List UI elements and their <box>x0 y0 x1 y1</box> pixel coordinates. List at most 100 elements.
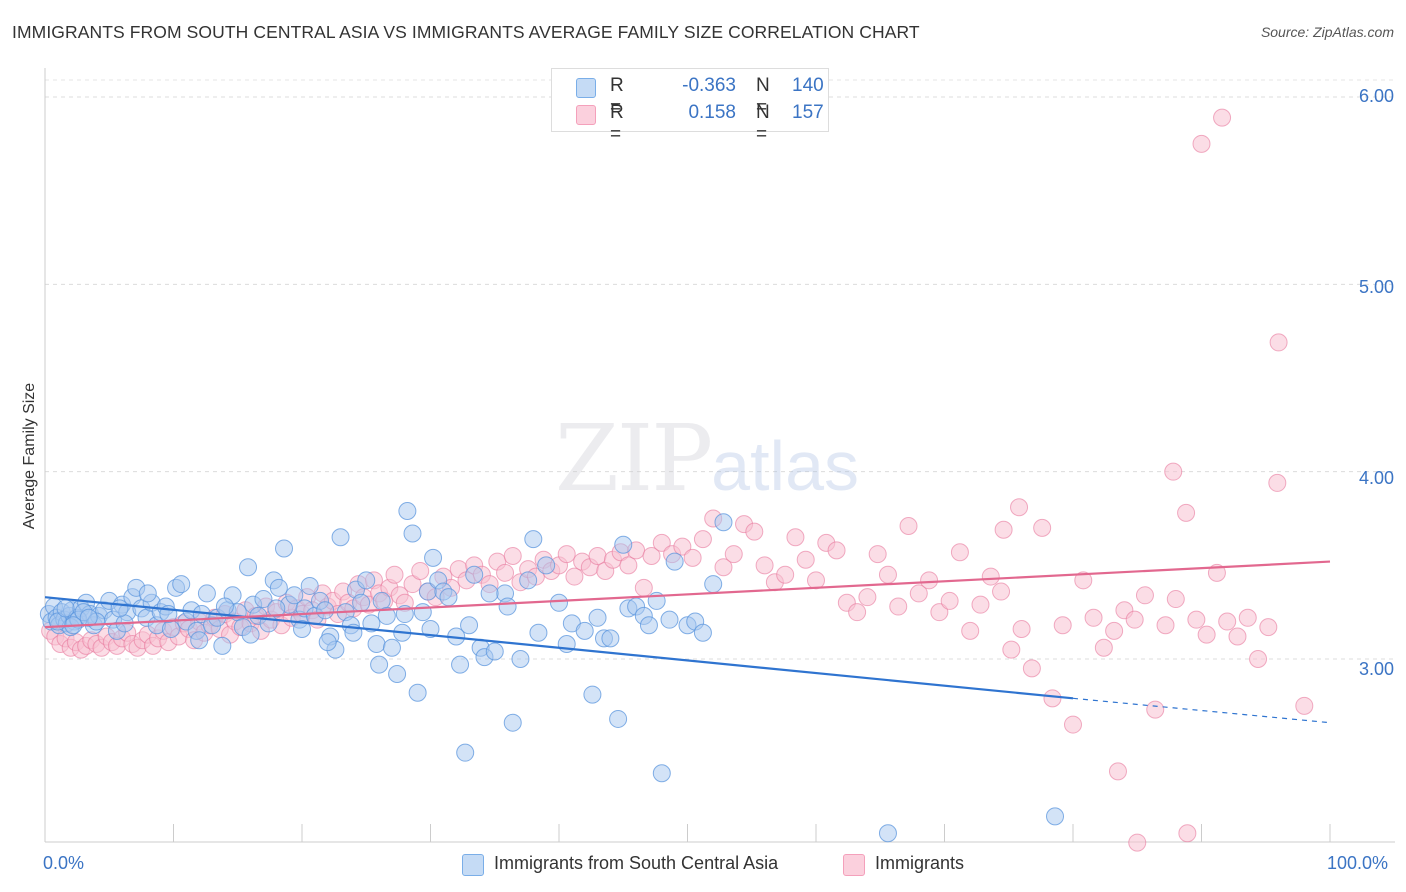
data-point-south-central-asia <box>331 528 350 547</box>
data-point-immigrants <box>1146 700 1165 719</box>
data-point-south-central-asia <box>172 575 191 594</box>
data-point-south-central-asia <box>259 614 278 633</box>
data-point-south-central-asia <box>398 502 417 521</box>
y-tick-label-4: 4.00 <box>1358 468 1394 488</box>
data-point-immigrants <box>1187 610 1206 629</box>
data-point-south-central-asia <box>190 631 209 650</box>
data-point-immigrants <box>1269 333 1288 352</box>
legend-r-value: 0.158 <box>688 102 736 123</box>
data-point-south-central-asia <box>197 584 216 603</box>
data-point-south-central-asia <box>639 616 658 635</box>
data-point-immigrants <box>652 533 671 552</box>
data-point-immigrants <box>920 571 939 590</box>
data-point-immigrants <box>1074 571 1093 590</box>
data-point-immigrants <box>1192 134 1211 153</box>
data-point-south-central-asia <box>357 571 376 590</box>
data-point-south-central-asia <box>421 620 440 639</box>
data-point-south-central-asia <box>362 614 381 633</box>
data-point-immigrants <box>496 563 515 582</box>
data-point-south-central-asia <box>403 524 422 543</box>
data-point-immigrants <box>994 520 1013 539</box>
data-point-immigrants <box>565 567 584 586</box>
y-tick-label-5: 5.00 <box>1358 277 1394 297</box>
data-point-south-central-asia <box>652 764 671 783</box>
data-point-immigrants <box>827 541 846 560</box>
legend-r-value: -0.363 <box>682 75 736 96</box>
data-point-immigrants <box>1010 498 1029 517</box>
data-point-south-central-asia <box>285 586 304 605</box>
data-point-south-central-asia <box>300 576 319 595</box>
data-point-south-central-asia <box>275 539 294 558</box>
data-point-immigrants <box>1164 462 1183 481</box>
data-point-south-central-asia <box>377 606 396 625</box>
data-point-immigrants <box>1218 612 1237 631</box>
data-point-immigrants <box>673 537 692 556</box>
data-point-south-central-asia <box>213 636 232 655</box>
data-point-immigrants <box>1043 689 1062 708</box>
data-point-immigrants <box>693 530 712 549</box>
data-point-immigrants <box>1177 503 1196 522</box>
data-point-south-central-asia <box>465 565 484 584</box>
data-point-south-central-asia <box>519 571 538 590</box>
data-point-immigrants <box>1053 616 1072 635</box>
data-point-immigrants <box>1084 608 1103 627</box>
data-point-immigrants <box>889 597 908 616</box>
data-point-immigrants <box>848 603 867 622</box>
data-point-south-central-asia <box>460 616 479 635</box>
data-point-south-central-asia <box>413 603 432 622</box>
data-point-south-central-asia <box>110 599 129 618</box>
data-point-immigrants <box>1135 586 1154 605</box>
data-point-immigrants <box>1002 640 1021 659</box>
data-point-south-central-asia <box>529 623 548 642</box>
data-point-south-central-asia <box>660 610 679 629</box>
data-point-immigrants <box>619 556 638 575</box>
data-point-immigrants <box>1064 715 1082 734</box>
legend-n-value: 157 <box>792 102 824 123</box>
data-point-immigrants <box>899 516 918 535</box>
x-tick-label-min: 0.0% <box>43 853 85 873</box>
data-point-immigrants <box>930 603 949 622</box>
data-point-immigrants <box>683 548 702 567</box>
legend-n-label: N = <box>756 102 770 145</box>
y-tick-label-6: 6.00 <box>1358 86 1394 106</box>
data-point-immigrants <box>1094 638 1113 657</box>
legend-r-label: R = <box>610 102 624 145</box>
data-point-immigrants <box>776 565 795 584</box>
legend-label: Immigrants from South Central Asia <box>494 853 779 873</box>
data-point-immigrants <box>1156 616 1175 635</box>
data-point-immigrants <box>807 571 825 590</box>
data-point-south-central-asia <box>408 683 427 702</box>
data-point-south-central-asia <box>367 635 386 654</box>
data-point-immigrants <box>1033 518 1052 537</box>
data-point-immigrants <box>1108 762 1127 781</box>
data-point-immigrants <box>868 545 887 564</box>
data-point-immigrants <box>503 546 522 565</box>
data-point-south-central-asia <box>424 548 443 567</box>
data-point-south-central-asia <box>665 552 684 571</box>
legend-n-value: 140 <box>792 75 824 96</box>
data-point-immigrants <box>714 558 733 577</box>
data-point-south-central-asia <box>439 588 458 607</box>
legend-r-label: R = <box>610 75 624 118</box>
data-point-immigrants <box>971 595 990 614</box>
data-point-south-central-asia <box>583 685 602 704</box>
data-point-south-central-asia <box>1046 807 1065 826</box>
data-point-immigrants <box>981 567 1000 586</box>
data-point-immigrants <box>557 545 576 564</box>
data-point-immigrants <box>796 550 815 569</box>
watermark-zip: ZIP <box>555 405 713 512</box>
legend-swatch-blue <box>462 854 484 876</box>
data-point-south-central-asia <box>352 593 371 612</box>
x-tick-label-max: 100.0% <box>1327 853 1389 873</box>
data-point-south-central-asia <box>239 558 258 577</box>
data-point-immigrants <box>724 545 743 564</box>
data-point-immigrants <box>1128 833 1147 852</box>
legend-swatch-blue <box>576 78 596 98</box>
trend-line-immigrants <box>44 560 1331 629</box>
data-point-south-central-asia <box>138 584 157 603</box>
data-point-south-central-asia <box>456 743 475 762</box>
data-point-south-central-asia <box>704 575 723 594</box>
data-point-south-central-asia <box>451 655 470 674</box>
data-point-immigrants <box>940 591 959 610</box>
data-point-south-central-asia <box>503 713 522 732</box>
